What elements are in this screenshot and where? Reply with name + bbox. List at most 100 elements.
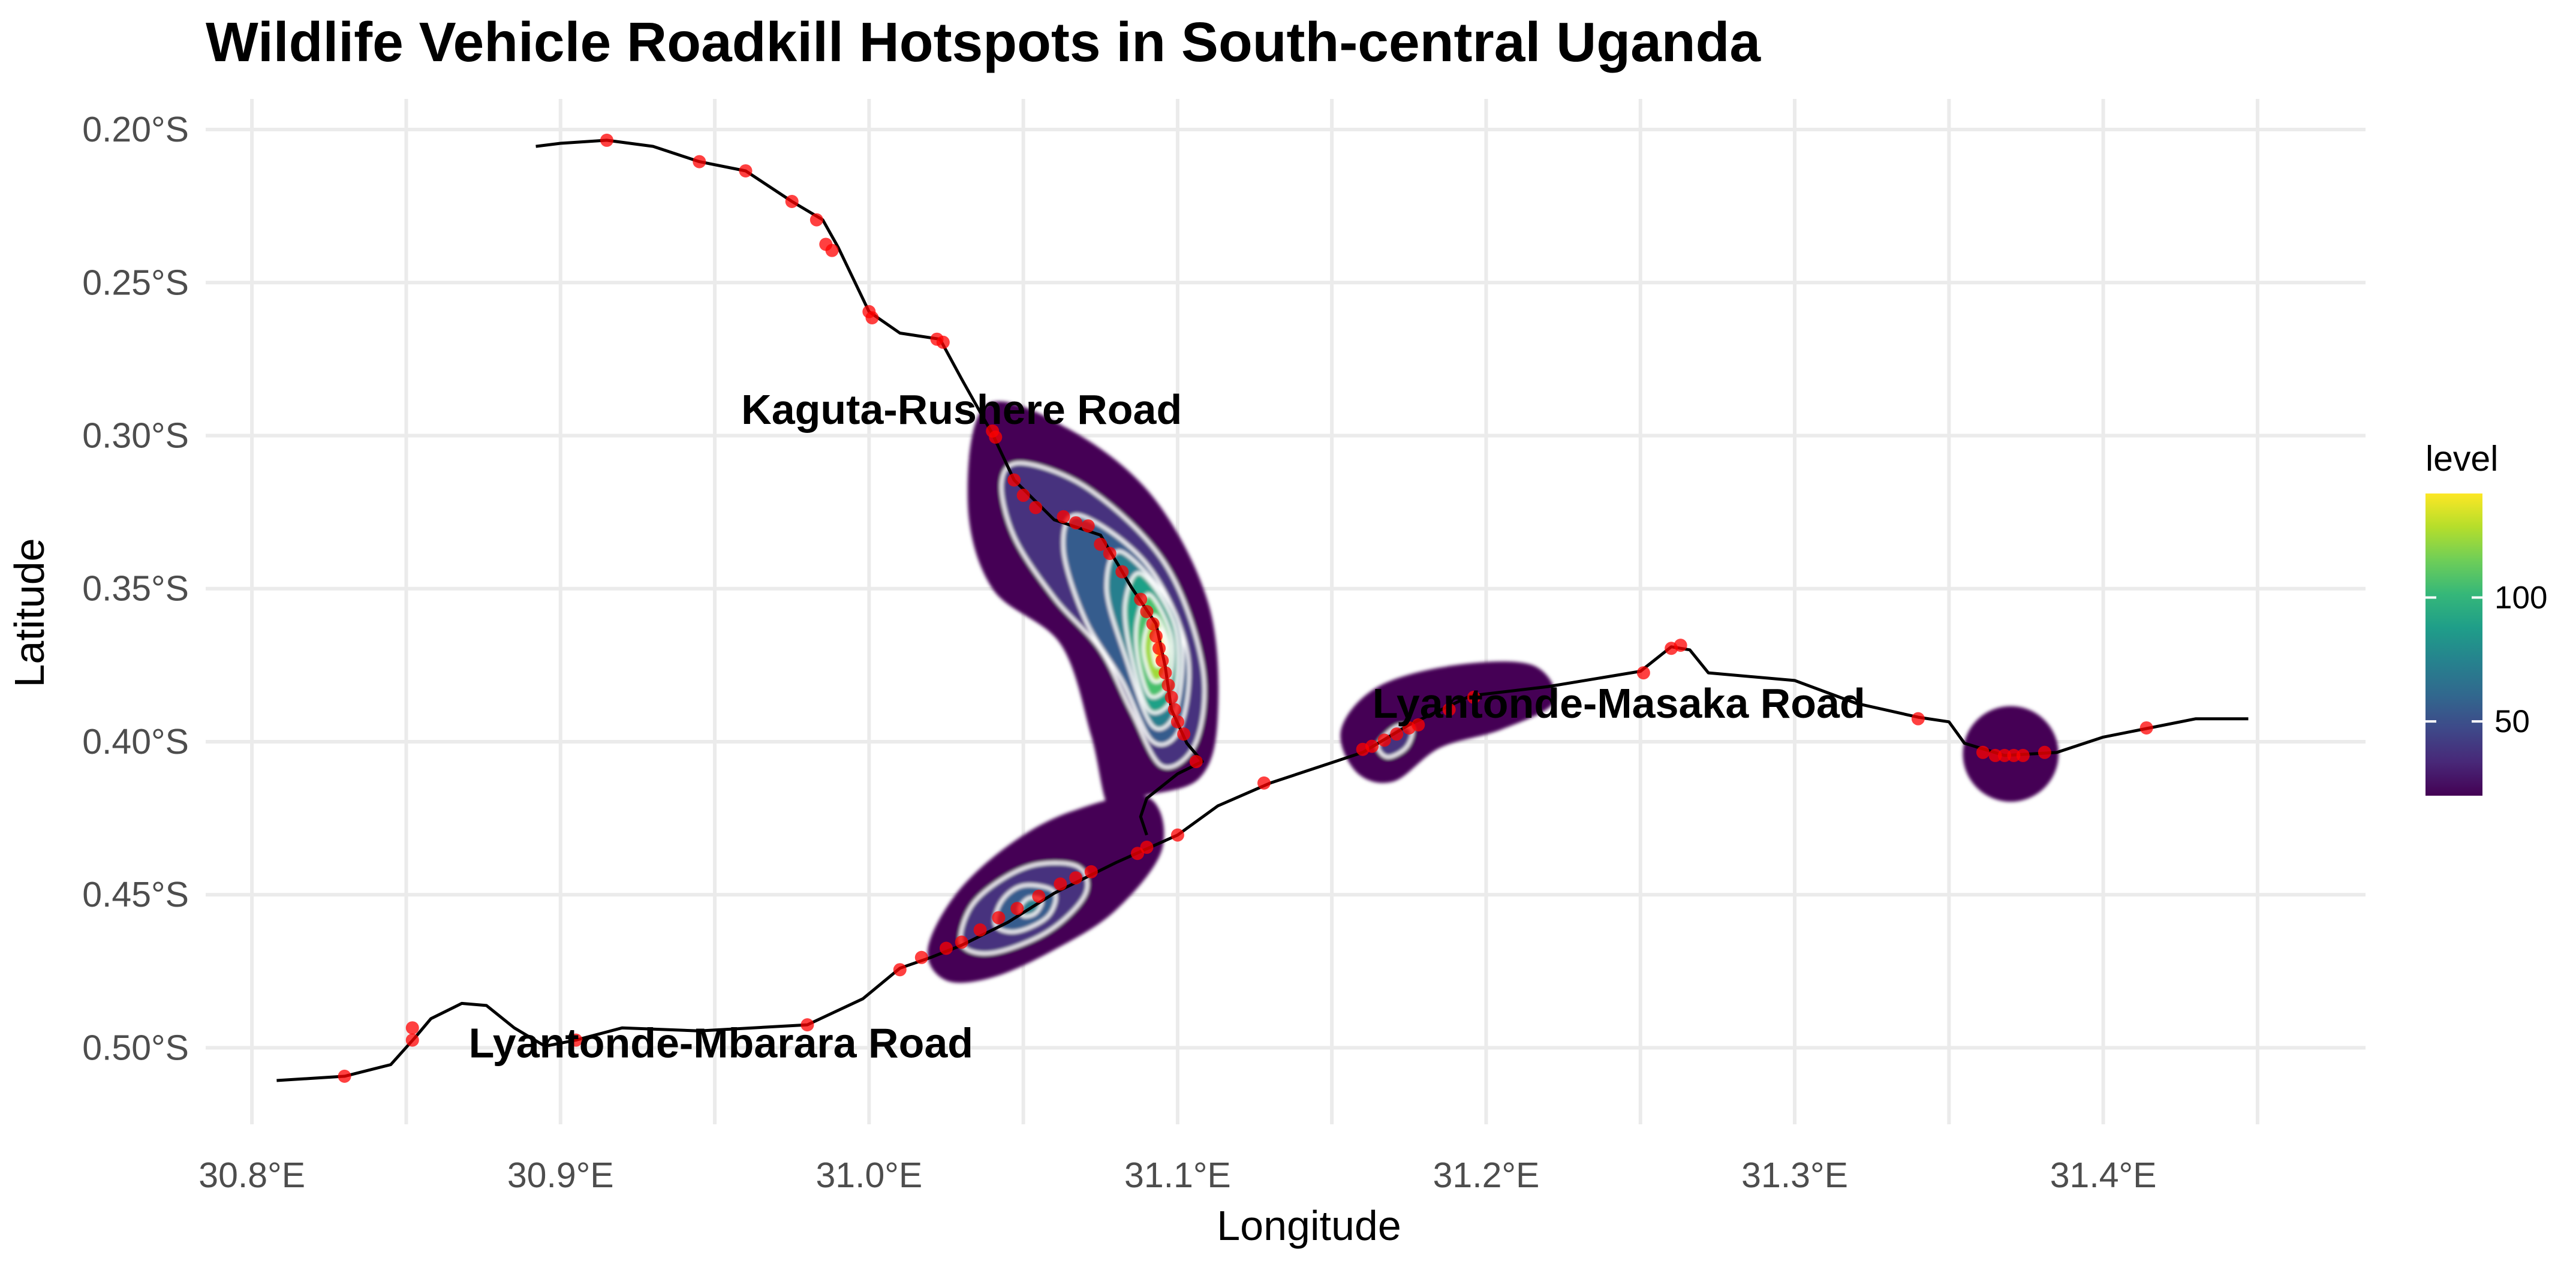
roadkill-point: [1054, 877, 1067, 891]
roadkill-point: [992, 911, 1006, 925]
roadkill-point: [1988, 748, 2002, 762]
roadkill-point: [1146, 617, 1160, 631]
roadkill-point: [1170, 828, 1184, 842]
roadkill-point: [405, 1021, 419, 1035]
road-label-lyantonde-masaka: Lyantonde-Masaka Road: [1373, 680, 1865, 727]
x-axis-title: Longitude: [1217, 1202, 1401, 1249]
roadkill-point: [739, 164, 753, 177]
roadkill-point: [1442, 703, 1456, 717]
roadkill-point: [1467, 690, 1480, 704]
roadkill-point: [1152, 642, 1166, 655]
chart-title: Wildlife Vehicle Roadkill Hotspots in So…: [206, 11, 1761, 73]
roadkill-point: [1069, 871, 1083, 885]
x-tick-label: 30.8°E: [198, 1155, 305, 1195]
y-tick-label: 0.30°S: [82, 416, 189, 455]
legend-ticks: 50 100: [2425, 580, 2547, 739]
roadkill-point: [1164, 690, 1178, 704]
roadkill-point: [2038, 745, 2051, 759]
roadkill-point: [801, 1018, 814, 1032]
y-tick-label: 0.25°S: [82, 263, 189, 302]
roadkill-point: [1997, 748, 2011, 762]
roadkill-point: [1976, 745, 1990, 759]
roadkill-point: [1390, 727, 1404, 741]
roadkill-point: [1155, 654, 1169, 667]
roadkill-point: [2007, 748, 2021, 762]
roadkill-point: [2016, 748, 2030, 762]
y-tick-label: 0.45°S: [82, 875, 189, 914]
roadkill-point: [1140, 605, 1154, 618]
road-labels: Kaguta-Rushere Road Lyantonde-Masaka Roa…: [469, 386, 1865, 1067]
y-tick-label: 0.40°S: [82, 722, 189, 762]
road-lyantonde-line: [276, 645, 2249, 1082]
roadkill-point: [1189, 755, 1203, 769]
x-tick-label: 30.9°E: [507, 1155, 614, 1195]
legend-tick-label: 100: [2494, 580, 2547, 616]
roadkill-point: [1032, 889, 1046, 903]
legend-colorbar: [2425, 493, 2482, 796]
roadkill-point: [1161, 678, 1175, 692]
x-tick-label: 31.2°E: [1433, 1155, 1540, 1195]
roadkill-point: [2139, 721, 2153, 735]
roadkill-point: [1094, 537, 1108, 551]
roadkill-point: [1149, 629, 1163, 643]
roadkill-point: [1365, 739, 1379, 753]
roadkill-point: [1029, 501, 1043, 514]
y-tick-label: 0.35°S: [82, 569, 189, 609]
roadkill-point: [1911, 712, 1925, 726]
roadkill-point: [989, 431, 1003, 444]
roadkill-point: [785, 195, 799, 208]
roadkill-point: [1010, 902, 1024, 916]
roadkill-point: [600, 133, 613, 147]
roadkill-point: [1131, 847, 1145, 860]
legend-tick-label: 50: [2494, 704, 2530, 739]
roadkill-point: [893, 963, 907, 977]
roadkill-point: [569, 1033, 583, 1047]
x-tick-label: 31.1°E: [1124, 1155, 1231, 1195]
roadkill-point: [1177, 727, 1191, 741]
roadkill-point: [936, 335, 950, 349]
roadkill-point: [865, 311, 879, 324]
roadkill-point: [1412, 718, 1425, 732]
roadkill-point: [1069, 516, 1083, 529]
gridlines: [206, 99, 2366, 1124]
roadkill-point: [1377, 733, 1391, 747]
roadkill-point: [1170, 715, 1184, 729]
roadkill-point: [955, 935, 968, 949]
roadkill-point: [1636, 666, 1650, 680]
x-tick-label: 31.3°E: [1741, 1155, 1848, 1195]
roadkill-point: [1103, 547, 1117, 561]
roadkill-point: [1158, 666, 1172, 680]
roadkill-point: [1115, 565, 1129, 579]
roadkill-point: [1134, 592, 1148, 606]
y-axis-ticks: 0.20°S 0.25°S 0.30°S 0.35°S 0.40°S 0.45°S 0.50…: [82, 110, 189, 1067]
roadkill-point: [338, 1069, 351, 1083]
roadkill-points: [338, 133, 2153, 1083]
y-axis-title: Latitude: [6, 538, 53, 687]
roadkill-point: [809, 213, 823, 227]
y-tick-label: 0.20°S: [82, 110, 189, 149]
road-label-kaguta-rushere: Kaguta-Rushere Road: [741, 386, 1182, 433]
road-label-lyantonde-mbarara: Lyantonde-Mbarara Road: [469, 1020, 973, 1067]
level-legend: level 50 100: [2425, 439, 2547, 796]
x-tick-label: 31.4°E: [2050, 1155, 2157, 1195]
roadkill-point: [825, 243, 839, 257]
roadkill-point: [1007, 473, 1021, 487]
x-axis-ticks: 30.8°E 30.9°E 31.0°E 31.1°E 31.2°E 31.3°E 31.4…: [198, 1155, 2156, 1195]
roadkill-point: [973, 923, 987, 937]
lyantonde-mbarara-hotspot: [927, 795, 1164, 983]
roadkill-point: [1257, 776, 1271, 790]
roadkill-point: [1167, 703, 1181, 717]
x-tick-label: 31.0°E: [815, 1155, 922, 1195]
roadkill-point: [405, 1033, 419, 1047]
roadkill-point: [939, 941, 953, 955]
roadkill-point: [1016, 489, 1030, 502]
roadkill-point: [1057, 510, 1070, 523]
roadkill-point: [914, 950, 928, 964]
roadkill-point: [693, 155, 706, 168]
roadkill-point: [1084, 865, 1098, 878]
roadkill-point: [1674, 639, 1687, 652]
roadkill-point: [1081, 519, 1095, 533]
legend-title: level: [2425, 439, 2498, 478]
y-tick-label: 0.50°S: [82, 1028, 189, 1067]
